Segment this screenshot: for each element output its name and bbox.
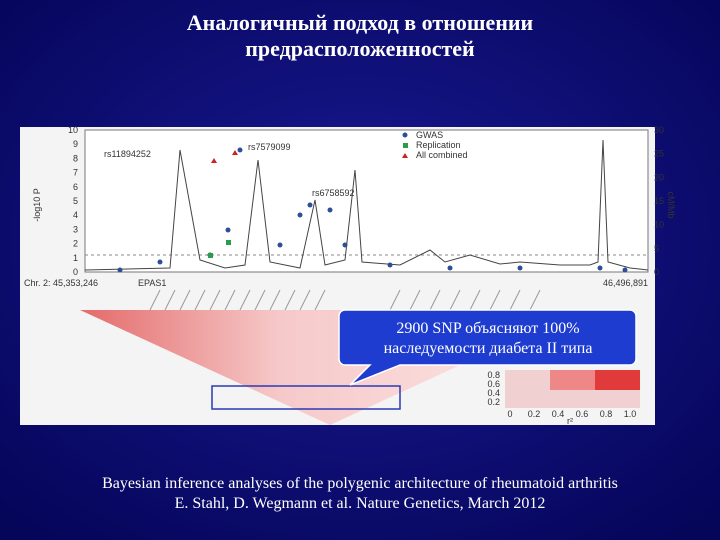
y-tick-label: 8 [73, 153, 78, 163]
scale-label: r² [567, 416, 573, 426]
scale-axis-label: 0.2 [528, 409, 541, 419]
y-tick-label: 3 [73, 224, 78, 234]
y-tick-label: 9 [73, 139, 78, 149]
legend-label: GWAS [416, 130, 443, 140]
title-line: Аналогичный подход в отношении [187, 10, 534, 35]
y-tick-label: 10 [68, 125, 78, 135]
replication-point [226, 240, 231, 245]
citation: E. Stahl, D. Wegmann et al. Nature Genet… [175, 495, 546, 512]
y2-axis-label: cM/Mb [666, 192, 676, 219]
chr-label: Chr. 2: 45,353,246 [24, 278, 98, 288]
title-line: предрасположенностей [245, 36, 475, 61]
legend-icon [402, 153, 408, 158]
y2-tick-label: 5 [654, 243, 659, 253]
r2-scale [505, 370, 640, 408]
combined-points [211, 150, 238, 163]
snp-label: rs7579099 [248, 142, 291, 152]
callout-text: наследуемости диабета II типа [384, 340, 593, 357]
scale-tick-label: 0.6 [487, 379, 500, 389]
scale-tick-label: 0.4 [487, 388, 500, 398]
y-axis-label: -log10 P [32, 188, 42, 222]
legend-label: Replication [416, 140, 461, 150]
y2-tick-label: 15 [654, 196, 664, 206]
callout-text: 2900 SNP объясняют 100% [396, 320, 579, 337]
plot-area [84, 129, 649, 273]
y-tick-label: 4 [73, 210, 78, 220]
callout [338, 309, 637, 386]
y-tick-label: 7 [73, 168, 78, 178]
scale-axis-label: 0.8 [600, 409, 613, 419]
y-tick-label: 0 [73, 267, 78, 277]
y-tick-label: 5 [73, 196, 78, 206]
legend-label: All combined [416, 150, 468, 160]
scale-axis-label: 1.0 [624, 409, 637, 419]
snp-ticks [149, 289, 541, 311]
end-label: 46,496,891 [603, 278, 648, 288]
y2-tick-label: 25 [654, 149, 664, 159]
y2-tick-label: 10 [654, 220, 664, 230]
y-tick-label: 6 [73, 182, 78, 192]
scale-axis-label: 0.4 [552, 409, 565, 419]
recombination-line [84, 139, 649, 271]
y2-tick-label: 20 [654, 172, 664, 182]
gene-label: EPAS1 [138, 278, 166, 288]
figure: rs11894252 rs7579099 rs6758592 GWAS Repl… [20, 125, 676, 426]
replication-point [208, 253, 213, 258]
highlight-box [211, 385, 401, 410]
scale-axis-label: 0.6 [576, 409, 589, 419]
legend-icon [402, 132, 408, 138]
snp-label: rs6758592 [312, 188, 355, 198]
y-tick-label: 2 [73, 239, 78, 249]
y-tick-label: 1 [73, 253, 78, 263]
scale-axis-label: 0 [507, 409, 512, 419]
citation: Bayesian inference analyses of the polyg… [102, 475, 618, 492]
legend-icon [403, 143, 408, 148]
scale-tick-label: 0.8 [487, 370, 500, 380]
y2-tick-label: 0 [654, 267, 659, 277]
scale-tick-label: 0.2 [487, 397, 500, 407]
y2-tick-label: 30 [654, 125, 664, 135]
snp-label: rs11894252 [104, 149, 151, 159]
